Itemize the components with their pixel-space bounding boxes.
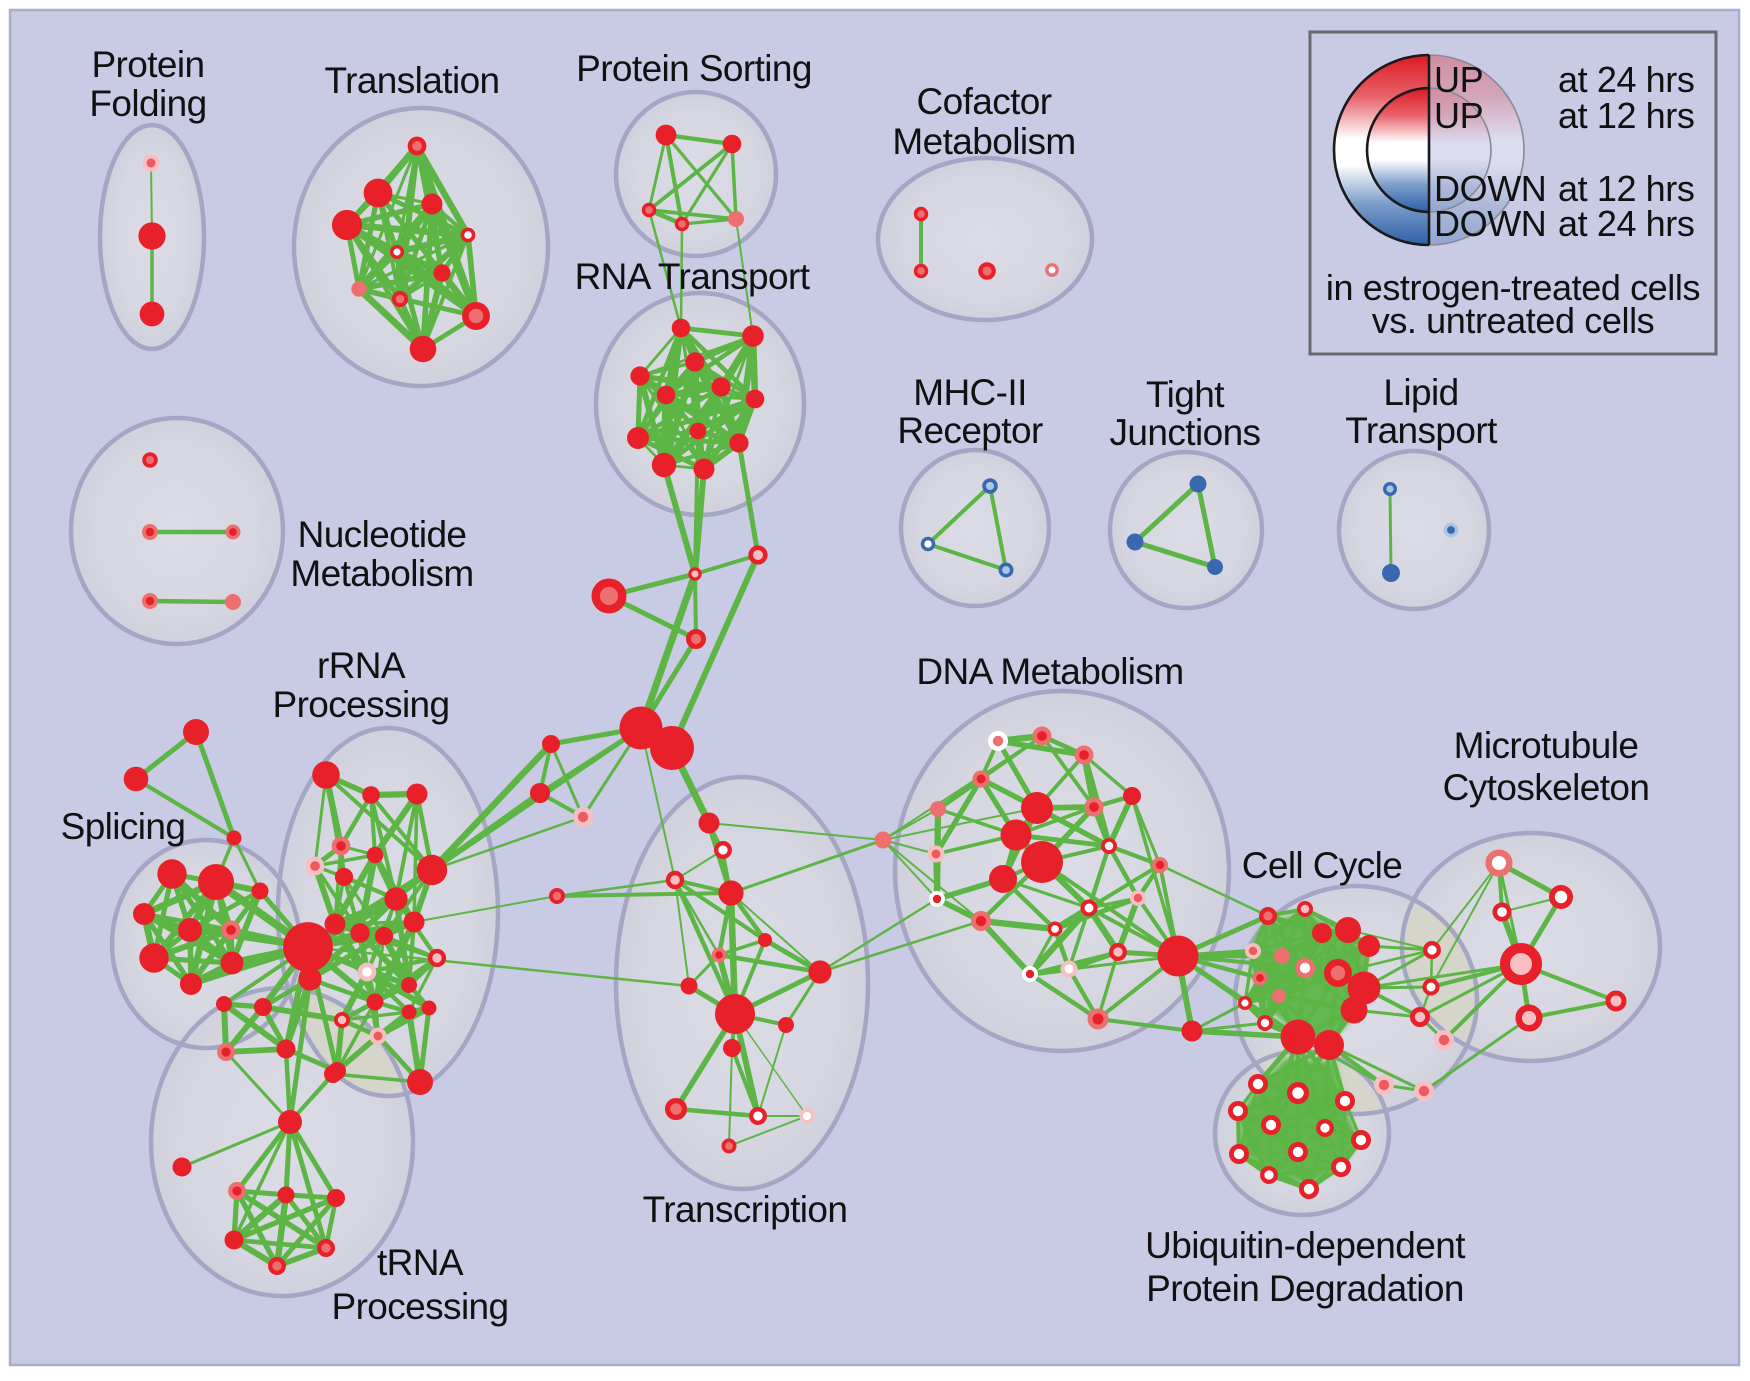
svg-text:Folding: Folding	[89, 83, 206, 124]
svg-text:Microtubule: Microtubule	[1454, 725, 1639, 766]
svg-text:at 12 hrs: at 12 hrs	[1558, 95, 1694, 136]
svg-text:Translation: Translation	[324, 60, 499, 101]
svg-text:Transcription: Transcription	[643, 1189, 848, 1230]
svg-text:RNA Transport: RNA Transport	[575, 256, 811, 297]
svg-text:Splicing: Splicing	[61, 806, 186, 847]
svg-text:Receptor: Receptor	[897, 410, 1043, 451]
svg-text:Protein: Protein	[91, 44, 204, 85]
svg-text:Nucleotide: Nucleotide	[298, 514, 467, 555]
svg-text:UP: UP	[1434, 95, 1483, 136]
svg-text:Metabolism: Metabolism	[290, 553, 473, 594]
svg-text:Cell Cycle: Cell Cycle	[1242, 845, 1403, 886]
svg-text:Processing: Processing	[331, 1286, 508, 1327]
svg-text:MHC-II: MHC-II	[913, 372, 1027, 413]
svg-text:DNA Metabolism: DNA Metabolism	[916, 651, 1183, 692]
svg-text:Metabolism: Metabolism	[892, 121, 1075, 162]
svg-text:Lipid: Lipid	[1383, 372, 1458, 413]
svg-text:DOWN: DOWN	[1434, 203, 1546, 244]
svg-text:at 24 hrs: at 24 hrs	[1558, 59, 1694, 100]
svg-text:at 24 hrs: at 24 hrs	[1558, 203, 1694, 244]
svg-text:Tight: Tight	[1146, 374, 1225, 415]
svg-text:rRNA: rRNA	[317, 645, 406, 686]
svg-text:DOWN: DOWN	[1434, 168, 1546, 209]
svg-text:in estrogen-treated cells: in estrogen-treated cells	[1326, 267, 1700, 308]
svg-text:Junctions: Junctions	[1110, 412, 1261, 453]
svg-text:UP: UP	[1434, 59, 1483, 100]
svg-text:Protein Degradation: Protein Degradation	[1146, 1268, 1464, 1309]
svg-text:at 12 hrs: at 12 hrs	[1558, 168, 1694, 209]
svg-text:vs. untreated cells: vs. untreated cells	[1372, 300, 1655, 341]
svg-text:tRNA: tRNA	[377, 1242, 464, 1283]
svg-text:Ubiquitin-dependent: Ubiquitin-dependent	[1145, 1225, 1466, 1266]
svg-text:Cytoskeleton: Cytoskeleton	[1443, 767, 1650, 808]
svg-text:Cofactor: Cofactor	[916, 81, 1051, 122]
svg-text:Processing: Processing	[272, 684, 449, 725]
svg-text:Transport: Transport	[1345, 410, 1498, 451]
svg-text:Protein Sorting: Protein Sorting	[576, 48, 812, 89]
